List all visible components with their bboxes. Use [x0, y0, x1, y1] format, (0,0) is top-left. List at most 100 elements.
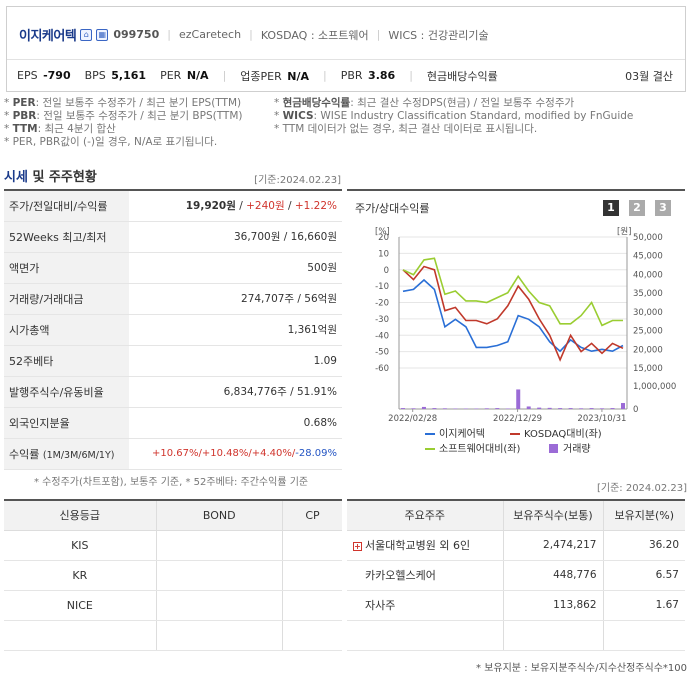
row-label: 시가총액	[4, 314, 129, 346]
series-line	[402, 278, 624, 353]
wics-sector: WICS : 건강관리기술	[388, 28, 489, 42]
x-tick-label: 2022/02/28	[388, 414, 437, 424]
holder-shares	[502, 620, 603, 651]
divider: |	[409, 69, 413, 82]
y-right-axis-label: [원]	[617, 227, 631, 237]
bond-rating	[155, 590, 283, 621]
volume-bar	[516, 389, 521, 409]
holder-pct: 36.20	[602, 530, 685, 561]
row-label: 외국인지분율	[4, 407, 129, 439]
table-row: 수익률 (1M/3M/6M/1Y) +10.67%/+10.48%/+4.40%…	[4, 438, 342, 470]
volume-bar	[537, 407, 542, 409]
holder-name: 자사주	[347, 590, 503, 621]
price-change: +240원	[246, 200, 285, 213]
market-sector: KOSDAQ : 소프트웨어	[260, 28, 369, 42]
note-ttm: * TTM: 최근 4분기 합산	[4, 123, 116, 135]
holders-footnote: * 보유지분 : 보유지분주식수/지수산정주식수*100	[476, 663, 687, 674]
building-icon[interactable]: ▦	[96, 28, 109, 41]
row-label: 수익률 (1M/3M/6M/1Y)	[4, 438, 129, 470]
holder-pct	[602, 620, 685, 651]
y-left-tick-label: -40	[375, 331, 389, 341]
row-label: 거래량/거래대금	[4, 283, 129, 315]
y-left-axis-label: [%]	[375, 227, 390, 237]
table-header-row: 주요주주 보유주식수(보통) 보유지분(%)	[347, 499, 685, 531]
y-left-tick-label: -20	[375, 299, 389, 309]
row-value: 6,834,776주 / 51.91%	[129, 376, 342, 408]
expand-icon[interactable]: +	[353, 541, 362, 551]
note-pbr: * PBR: 전일 보통주 수정주가 / 최근 분기 BPS(TTM)	[4, 110, 243, 122]
table-row: NICE	[4, 590, 342, 621]
company-title-row: 이지케어텍 ⌂ ▦ 099750 | ezCaretech | KOSDAQ :…	[19, 25, 489, 44]
cp-rating	[281, 620, 342, 651]
metric-dividend-yield: 현금배당수익률	[426, 69, 498, 83]
returns-value: +10.67%/+10.48%/+4.40%/-28.09%	[129, 438, 342, 470]
table-row: 52주베타 1.09	[4, 345, 342, 377]
volume-bar	[401, 408, 405, 409]
volume-bar	[568, 408, 573, 409]
english-name: ezCaretech	[178, 28, 242, 41]
note-negative: * PER, PBR값이 (-)일 경우, N/A로 표기됩니다.	[4, 136, 218, 148]
chart-page-2-button[interactable]: 2	[629, 200, 645, 216]
table-row: 액면가 500원	[4, 252, 342, 284]
column-header: 보유주식수(보통)	[502, 499, 603, 531]
market-info-table: 주가/전일대비/수익률 19,920원 / +240원 / +1.22% 52W…	[4, 189, 342, 470]
chart-page-3-button[interactable]: 3	[655, 200, 671, 216]
volume-bar	[484, 408, 489, 409]
table-row	[4, 620, 342, 651]
x-tick-label: 2023/10/31	[577, 414, 626, 424]
home-icon[interactable]: ⌂	[80, 28, 93, 41]
metric-per: PER N/A	[160, 69, 209, 82]
metric-pbr: PBR 3.86	[340, 69, 396, 82]
table-row: 시가총액 1,361억원	[4, 314, 342, 346]
price-change-value: 19,920원 / +240원 / +1.22%	[129, 189, 342, 222]
price-change-pct: +1.22%	[294, 200, 337, 213]
y-left-tick-label: -50	[375, 348, 389, 358]
y-left-tick-label: 20	[378, 233, 389, 243]
current-price: 19,920원	[185, 200, 236, 213]
metric-industry-per: 업종PER N/A	[240, 69, 309, 83]
divider: |	[323, 69, 327, 82]
chart-page-1-button[interactable]: 1	[603, 200, 619, 216]
holder-name-cell: + 서울대학교병원 외 6인	[347, 530, 503, 561]
holder-name	[347, 620, 503, 651]
divider: |	[376, 28, 381, 41]
market-footnote: * 수정주가(차트포함), 보통주 기준, * 52주베타: 주간수익률 기준	[34, 477, 309, 488]
section-title: 시세 및 주주현황	[4, 170, 97, 185]
base-date: [기준:2024.02.23]	[254, 175, 341, 186]
chart-panel: 주가/상대수익률 1 2 3 20 10 0 -10 -20 -30 -40 -50 -60 50…	[347, 189, 685, 466]
cp-rating	[281, 590, 342, 621]
holder-shares: 2,474,217	[502, 530, 603, 561]
table-row: 카카오헬스케어 448,776 6.57	[347, 560, 685, 591]
table-row: 주가/전일대비/수익률 19,920원 / +240원 / +1.22%	[4, 189, 342, 222]
row-value: 500원	[129, 252, 342, 284]
agency-name: KIS	[4, 530, 157, 561]
y-right-tick-label: 15,000	[633, 364, 663, 374]
column-header: 신용등급	[4, 499, 157, 531]
volume-bar	[621, 403, 625, 409]
table-row: KR	[4, 560, 342, 591]
volume-bar	[526, 406, 531, 409]
note-per: * PER: 전일 보통주 수정주가 / 최근 분기 EPS(TTM)	[4, 97, 242, 109]
volume-tick-label: 0	[633, 405, 638, 415]
legend-swatch	[549, 444, 558, 453]
legend-label: 소프트웨어대비(좌)	[439, 443, 521, 455]
holder-pct: 1.67	[602, 590, 685, 621]
metric-bps: BPS 5,161	[84, 69, 147, 82]
agency-name	[4, 620, 157, 651]
volume-bar	[547, 407, 552, 409]
y-right-tick-label: 45,000	[633, 252, 663, 262]
bond-rating	[155, 620, 283, 651]
volume-bar	[432, 408, 437, 409]
table-header-row: 신용등급 BOND CP	[4, 499, 342, 531]
divider: |	[222, 69, 227, 82]
definition-notes: * PER: 전일 보통주 수정주가 / 최근 분기 EPS(TTM) * 현금…	[4, 97, 690, 149]
series-line	[402, 265, 624, 362]
note-dividend: * 현금배당수익률: 최근 결산 수정DPS(현금) / 전일 보통주 수정주가	[274, 97, 575, 109]
stock-code: 099750	[113, 28, 160, 41]
holder-name: 카카오헬스케어	[347, 560, 503, 591]
volume-bar	[610, 408, 615, 409]
table-row: 발행주식수/유동비율 6,834,776주 / 51.91%	[4, 376, 342, 408]
table-row: KIS	[4, 530, 342, 561]
table-row	[347, 620, 685, 651]
volume-bar	[411, 408, 416, 409]
